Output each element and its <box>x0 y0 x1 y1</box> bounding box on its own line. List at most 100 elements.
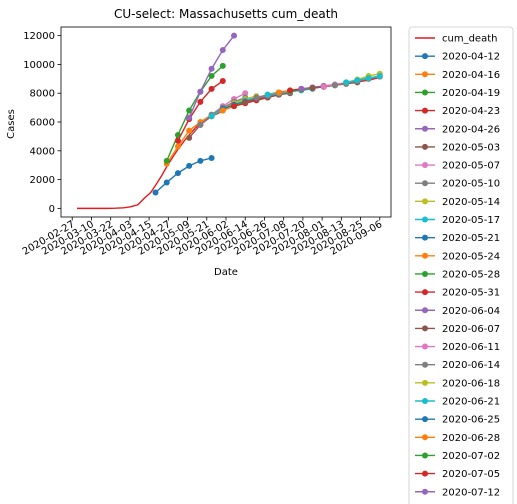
data-point <box>208 65 215 72</box>
legend-label: 2020-05-10 <box>442 179 500 190</box>
data-point <box>343 79 350 86</box>
legend-label: 2020-06-18 <box>442 378 500 389</box>
y-axis-label: Cases <box>6 109 17 139</box>
y-axis: 0 2000 4000 6000 8000 10000 12000 <box>23 31 61 215</box>
legend-marker <box>422 53 428 60</box>
data-point <box>275 89 282 96</box>
data-point <box>231 32 238 39</box>
legend-label: 2020-07-02 <box>442 451 500 462</box>
legend-marker <box>422 289 428 296</box>
legend-label: 2020-06-11 <box>442 342 500 353</box>
legend-label: 2020-05-24 <box>442 251 500 262</box>
legend-marker <box>422 234 428 241</box>
y-tick-label: 12000 <box>23 31 55 42</box>
legend-marker <box>422 325 428 332</box>
y-tick-label: 8000 <box>30 89 55 100</box>
legend-marker <box>422 361 428 368</box>
x-axis-label: Date <box>214 267 238 278</box>
legend: cum_death 2020-04-12 2020-04-16 2020-04-19 2… <box>408 26 514 504</box>
data-point <box>242 90 249 97</box>
legend-marker <box>422 343 428 350</box>
legend-label: 2020-06-07 <box>442 324 500 335</box>
data-point <box>152 189 159 196</box>
legend-marker <box>422 143 428 150</box>
data-point <box>186 114 193 121</box>
data-point <box>219 107 226 114</box>
data-point <box>197 88 204 95</box>
legend-marker <box>422 434 428 441</box>
legend-marker <box>422 89 428 96</box>
legend-marker <box>422 107 428 114</box>
data-point <box>163 179 170 186</box>
legend-label: 2020-04-16 <box>442 70 500 81</box>
legend-label: 2020-04-12 <box>442 52 500 63</box>
legend-label: 2020-05-03 <box>442 142 500 153</box>
legend-label: 2020-05-21 <box>442 233 500 244</box>
series-line-forecast <box>166 109 224 165</box>
plot-area <box>60 26 392 218</box>
legend-label: cum_death <box>442 34 497 45</box>
data-point <box>197 98 204 105</box>
data-point <box>197 121 204 128</box>
legend-marker <box>422 307 428 314</box>
legend-marker <box>422 452 428 459</box>
plot-frame <box>60 26 392 218</box>
data-point <box>208 85 215 92</box>
legend-label: 2020-05-07 <box>442 161 500 172</box>
data-point <box>219 77 226 84</box>
data-point <box>219 62 226 69</box>
legend-marker <box>422 416 428 423</box>
legend-marker <box>422 198 428 205</box>
data-point <box>197 157 204 164</box>
legend-marker <box>422 270 428 277</box>
legend-marker <box>422 379 428 386</box>
legend-marker <box>422 252 428 259</box>
data-point <box>309 85 316 92</box>
data-point <box>186 134 193 141</box>
y-tick-label: 0 <box>49 204 55 215</box>
legend-label: 2020-05-14 <box>442 197 500 208</box>
legend-box <box>408 26 514 504</box>
legend-marker <box>422 216 428 223</box>
legend-marker <box>422 398 428 404</box>
data-point <box>186 162 193 169</box>
data-point <box>208 113 215 120</box>
data-point <box>219 47 226 54</box>
data-point <box>354 77 361 84</box>
legend-label: 2020-06-21 <box>442 397 500 408</box>
data-point <box>208 72 215 79</box>
data-point <box>186 107 193 114</box>
data-point <box>231 103 238 110</box>
data-point <box>264 91 271 98</box>
data-point <box>331 82 338 89</box>
data-point <box>376 72 383 79</box>
legend-label: 2020-06-04 <box>442 306 500 317</box>
legend-label: 2020-05-31 <box>442 288 500 299</box>
data-point <box>174 137 181 144</box>
data-point <box>208 154 215 161</box>
data-point <box>287 87 294 94</box>
legend-label: 2020-05-17 <box>442 215 500 226</box>
legend-label: 2020-06-14 <box>442 360 500 371</box>
legend-label: 2020-04-26 <box>442 124 500 135</box>
data-point <box>253 94 260 101</box>
data-point <box>320 83 327 90</box>
legend-marker <box>422 488 428 495</box>
y-tick-label: 4000 <box>30 146 55 157</box>
legend-label: 2020-07-12 <box>442 487 500 498</box>
data-point <box>186 127 193 134</box>
data-point <box>174 143 181 150</box>
series-line-forecast <box>346 75 380 84</box>
y-tick-label: 2000 <box>30 175 55 186</box>
data-point <box>365 75 372 82</box>
data-point <box>174 170 181 177</box>
legend-marker <box>422 470 428 477</box>
data-point <box>298 85 305 92</box>
legend-label: 2020-07-05 <box>442 469 500 480</box>
y-tick-label: 6000 <box>30 118 55 129</box>
legend-label: 2020-04-19 <box>442 88 500 99</box>
legend-label: 2020-06-25 <box>442 415 500 426</box>
legend-marker <box>422 71 428 78</box>
legend-label: 2020-06-28 <box>442 433 500 444</box>
series-line-cum-death <box>77 76 380 210</box>
